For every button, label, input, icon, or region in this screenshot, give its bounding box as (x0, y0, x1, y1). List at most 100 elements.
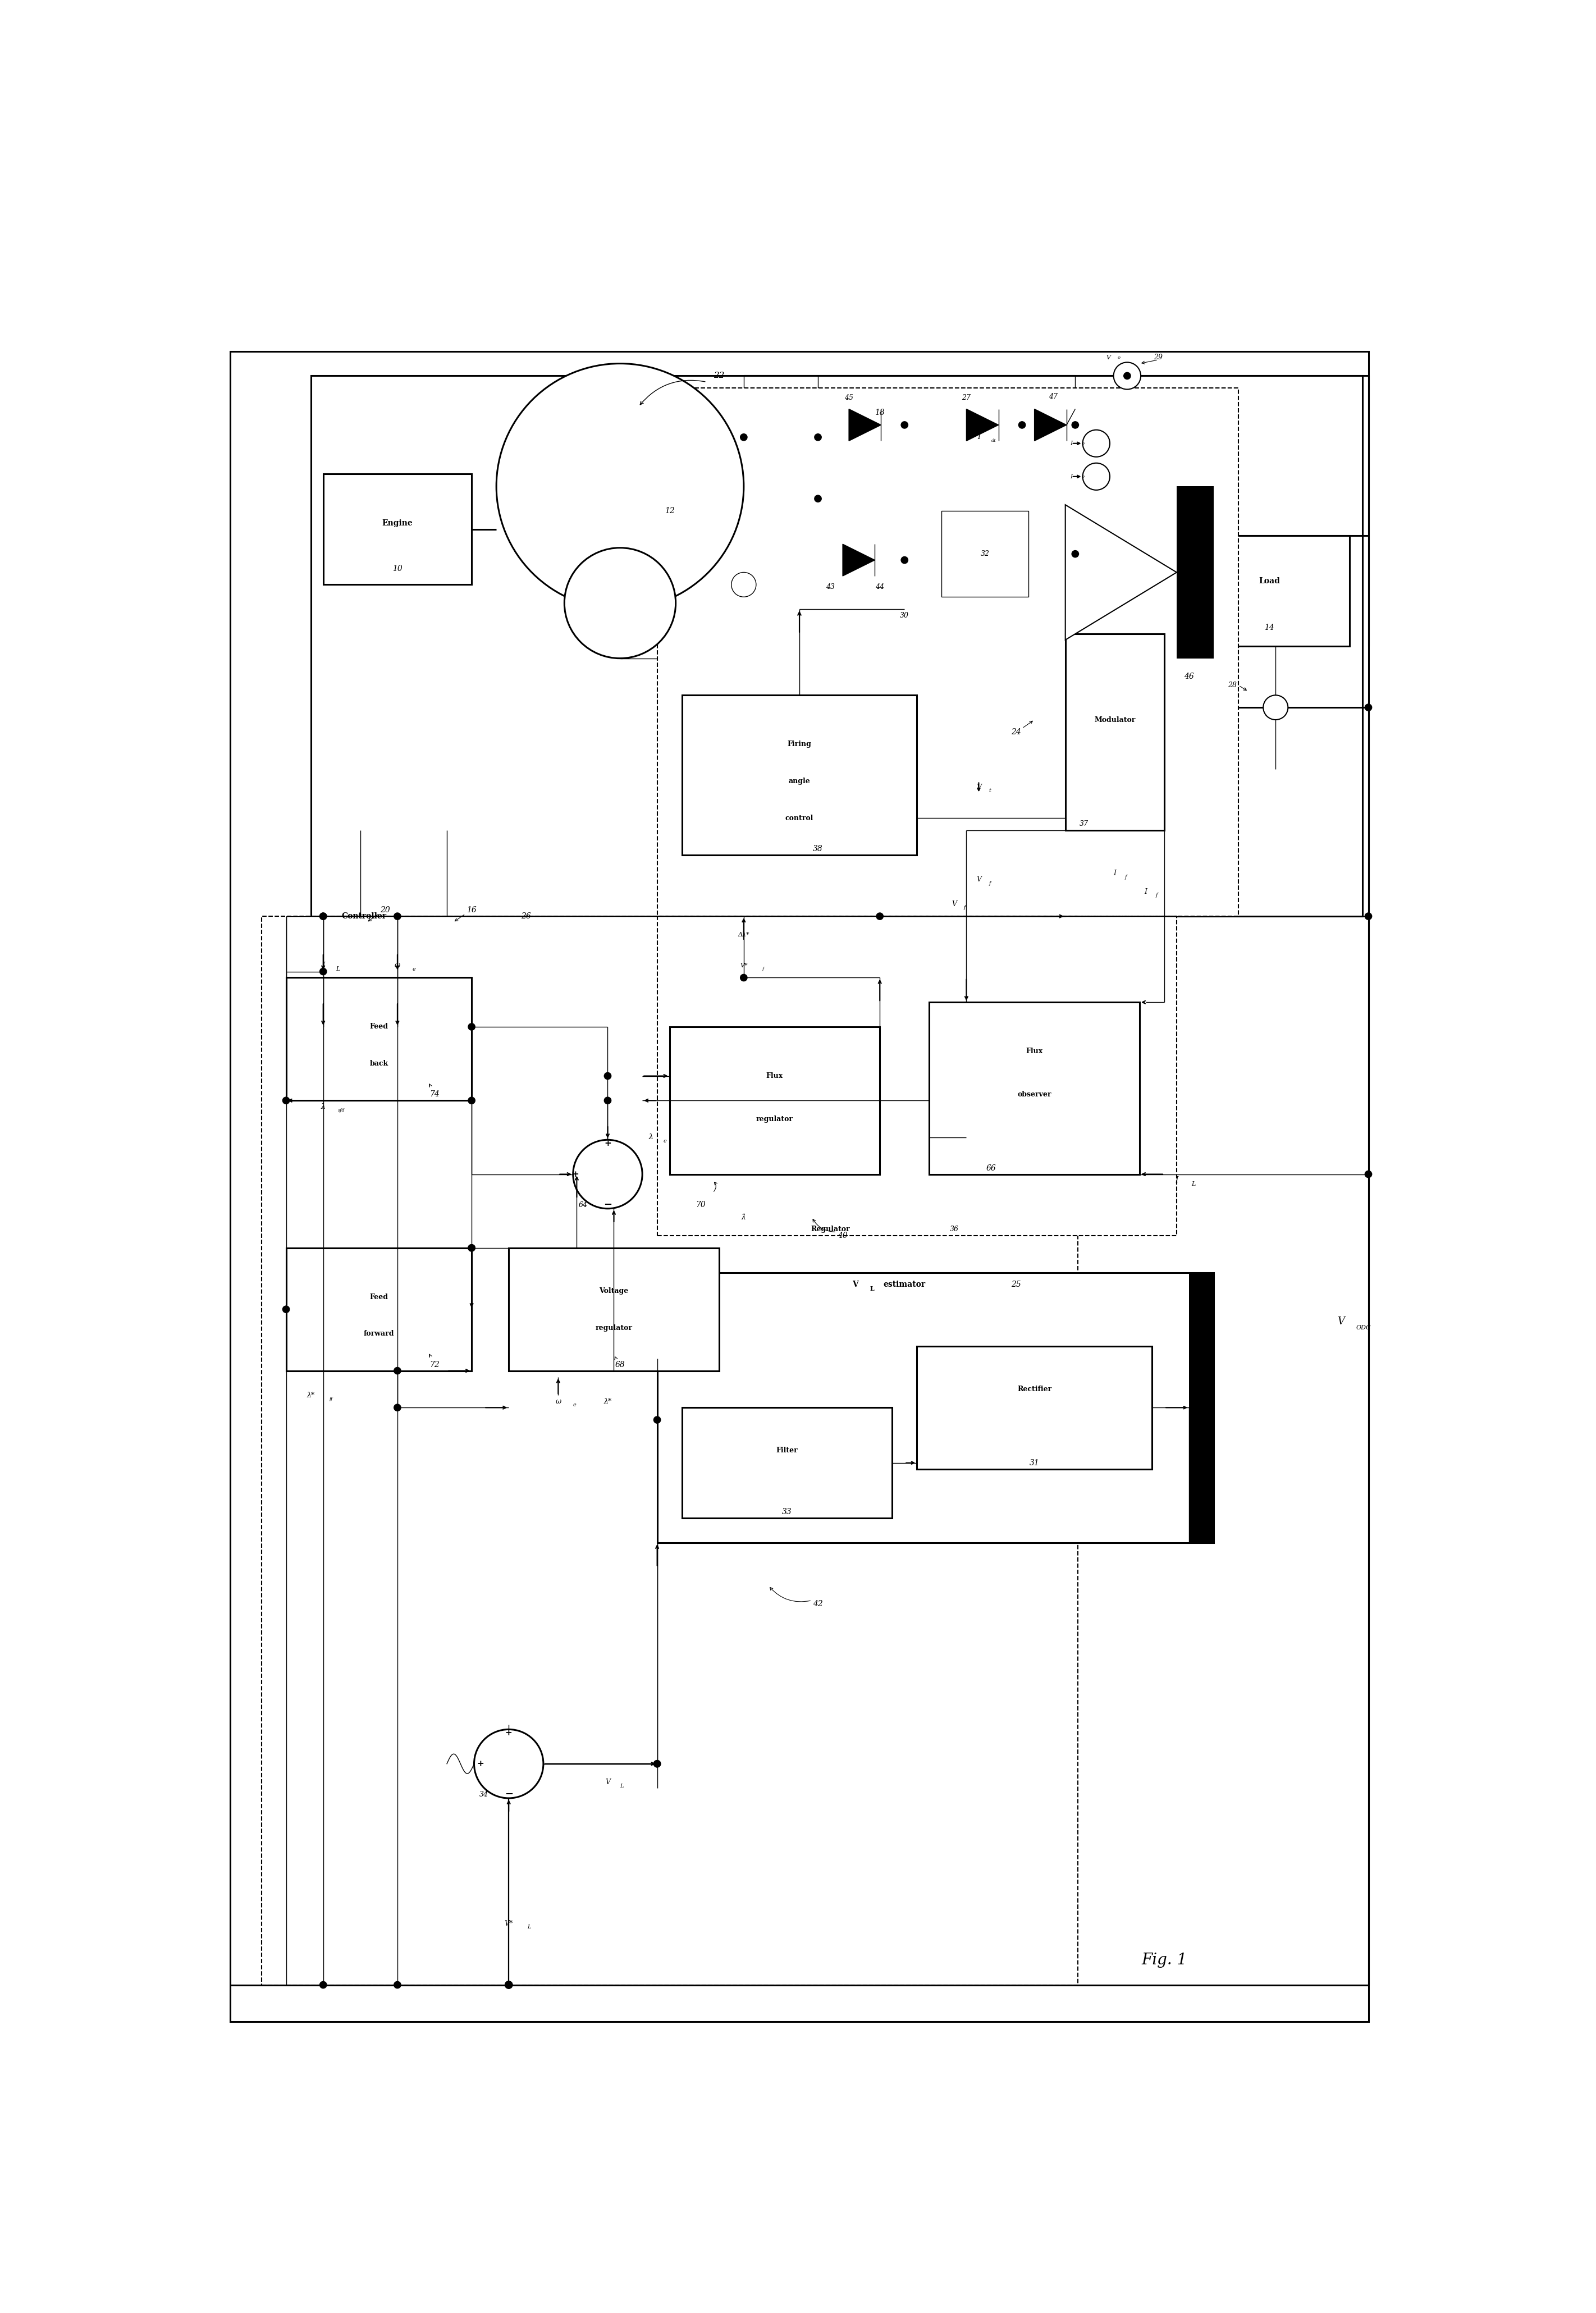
Circle shape (504, 1982, 512, 1989)
Bar (681, 696, 916, 856)
Text: λ*: λ* (603, 1397, 611, 1404)
Text: V*: V* (741, 962, 747, 969)
Circle shape (468, 1096, 476, 1103)
Text: ODC: ODC (1357, 1325, 1371, 1330)
Circle shape (1073, 421, 1079, 428)
Text: 31: 31 (1029, 1460, 1039, 1466)
Text: observer: observer (1017, 1092, 1052, 1099)
Text: 22: 22 (713, 372, 725, 379)
Text: e: e (573, 1402, 576, 1409)
Bar (262, 916, 1077, 1985)
Bar (286, 978, 472, 1101)
Text: o: o (1082, 474, 1084, 479)
Circle shape (902, 557, 908, 564)
Text: 29: 29 (1154, 354, 1162, 361)
Circle shape (468, 1244, 476, 1251)
Text: 18: 18 (875, 409, 884, 416)
Text: 64: 64 (578, 1200, 587, 1210)
Bar (658, 389, 1238, 916)
Circle shape (1264, 696, 1288, 719)
Circle shape (573, 1140, 642, 1210)
Text: 24: 24 (1010, 729, 1021, 736)
Text: angle: angle (788, 777, 811, 784)
Text: −: − (504, 1790, 512, 1800)
Circle shape (814, 495, 822, 502)
Circle shape (394, 1404, 401, 1411)
Text: control: control (785, 814, 814, 821)
Text: e: e (664, 1138, 667, 1143)
Text: 33: 33 (782, 1508, 792, 1515)
Text: regulator: regulator (757, 1115, 793, 1122)
Bar (916, 1346, 1152, 1469)
Text: 20: 20 (380, 907, 389, 914)
Bar (658, 916, 1176, 1235)
Text: L: L (335, 967, 340, 971)
Text: 36: 36 (950, 1226, 959, 1233)
Text: +: + (477, 1760, 484, 1767)
Text: V: V (1337, 1316, 1345, 1328)
Text: Voltage: Voltage (598, 1288, 629, 1295)
Text: sfd: sfd (338, 1108, 345, 1113)
Text: 10: 10 (393, 564, 402, 574)
Polygon shape (1066, 504, 1176, 641)
Text: 66: 66 (986, 1163, 996, 1173)
Circle shape (1124, 372, 1130, 379)
Text: L: L (1192, 1182, 1195, 1187)
Text: 28: 28 (1227, 682, 1237, 689)
Text: 43: 43 (825, 583, 835, 590)
Text: V: V (977, 877, 982, 884)
Text: o: o (1082, 442, 1084, 446)
Text: I: I (1071, 474, 1073, 479)
Text: I: I (1071, 439, 1073, 446)
Circle shape (902, 421, 908, 428)
Circle shape (319, 1982, 327, 1989)
Text: 40: 40 (838, 1233, 847, 1240)
Text: I: I (1144, 888, 1148, 895)
Text: Rectifier: Rectifier (1017, 1385, 1052, 1392)
Text: t: t (988, 789, 991, 793)
Text: V: V (951, 900, 956, 907)
Text: 42: 42 (812, 1601, 824, 1608)
Text: estimator: estimator (884, 1281, 926, 1288)
Circle shape (1018, 421, 1026, 428)
Text: V: V (605, 1779, 610, 1786)
Text: V*: V* (504, 1920, 512, 1927)
Text: regulator: regulator (595, 1323, 632, 1332)
Text: ff: ff (329, 1397, 334, 1402)
Text: 16: 16 (466, 907, 477, 914)
Circle shape (605, 1073, 611, 1080)
Bar (658, 1272, 1215, 1543)
Bar (286, 1249, 472, 1372)
Text: 38: 38 (812, 844, 824, 853)
Text: 72: 72 (429, 1360, 439, 1369)
Text: Controller: Controller (342, 911, 386, 921)
Circle shape (741, 974, 747, 981)
Text: 45: 45 (844, 393, 854, 402)
Text: λ: λ (648, 1133, 653, 1140)
Text: e: e (412, 967, 415, 971)
Text: 46: 46 (1184, 673, 1194, 680)
Circle shape (654, 1416, 661, 1422)
Text: Feed: Feed (370, 1293, 388, 1300)
Text: V: V (852, 1281, 859, 1288)
Text: forward: forward (364, 1330, 394, 1337)
Text: 27: 27 (962, 393, 970, 402)
Text: I: I (977, 433, 980, 442)
Circle shape (394, 914, 401, 921)
Text: dt: dt (991, 439, 996, 444)
Text: 30: 30 (900, 611, 910, 620)
Text: Firing: Firing (787, 740, 811, 747)
Bar (929, 1002, 1140, 1175)
Text: λ: λ (321, 1103, 326, 1110)
Circle shape (1365, 703, 1373, 710)
Text: f: f (1125, 874, 1127, 879)
Circle shape (394, 1367, 401, 1374)
Text: ω: ω (555, 1397, 562, 1404)
Circle shape (814, 435, 822, 442)
Text: 70: 70 (696, 1200, 705, 1210)
Circle shape (1073, 550, 1079, 557)
Circle shape (282, 1307, 289, 1314)
Text: L: L (527, 1924, 531, 1929)
Circle shape (876, 914, 883, 921)
Text: −: − (603, 1200, 611, 1210)
